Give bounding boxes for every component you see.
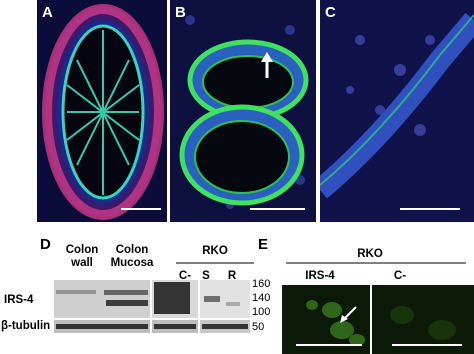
- row-label: IRS-4: [4, 294, 34, 306]
- micrograph-c: [320, 0, 474, 222]
- group-line: [286, 262, 466, 264]
- marker-label: 100: [252, 306, 271, 318]
- column-label: Colon wall: [65, 244, 99, 269]
- lane-label: R: [227, 270, 237, 282]
- panel-label: E: [258, 236, 269, 253]
- column-label: IRS-4: [305, 270, 335, 282]
- panel-label: C: [325, 4, 336, 21]
- group-label: RKO: [357, 248, 383, 260]
- row-label: β-tubulin: [1, 320, 51, 332]
- western-blot: [54, 280, 250, 333]
- panel-label: B: [175, 4, 186, 21]
- panel-label: A: [42, 4, 53, 21]
- column-label: C-: [393, 270, 407, 282]
- fluorescence-images: [282, 285, 474, 354]
- column-label: Colon Mucosa: [110, 244, 154, 269]
- lane-label: C-: [178, 270, 192, 282]
- micrograph-a: [37, 0, 167, 222]
- marker-label: 50: [252, 321, 265, 333]
- marker-label: 140: [252, 292, 271, 304]
- panel-label: D: [40, 236, 51, 253]
- lane-label: S: [202, 270, 210, 282]
- micrograph-b: [170, 0, 316, 222]
- group-label: RKO: [202, 245, 228, 257]
- marker-label: 160: [252, 278, 271, 290]
- group-line: [176, 262, 254, 264]
